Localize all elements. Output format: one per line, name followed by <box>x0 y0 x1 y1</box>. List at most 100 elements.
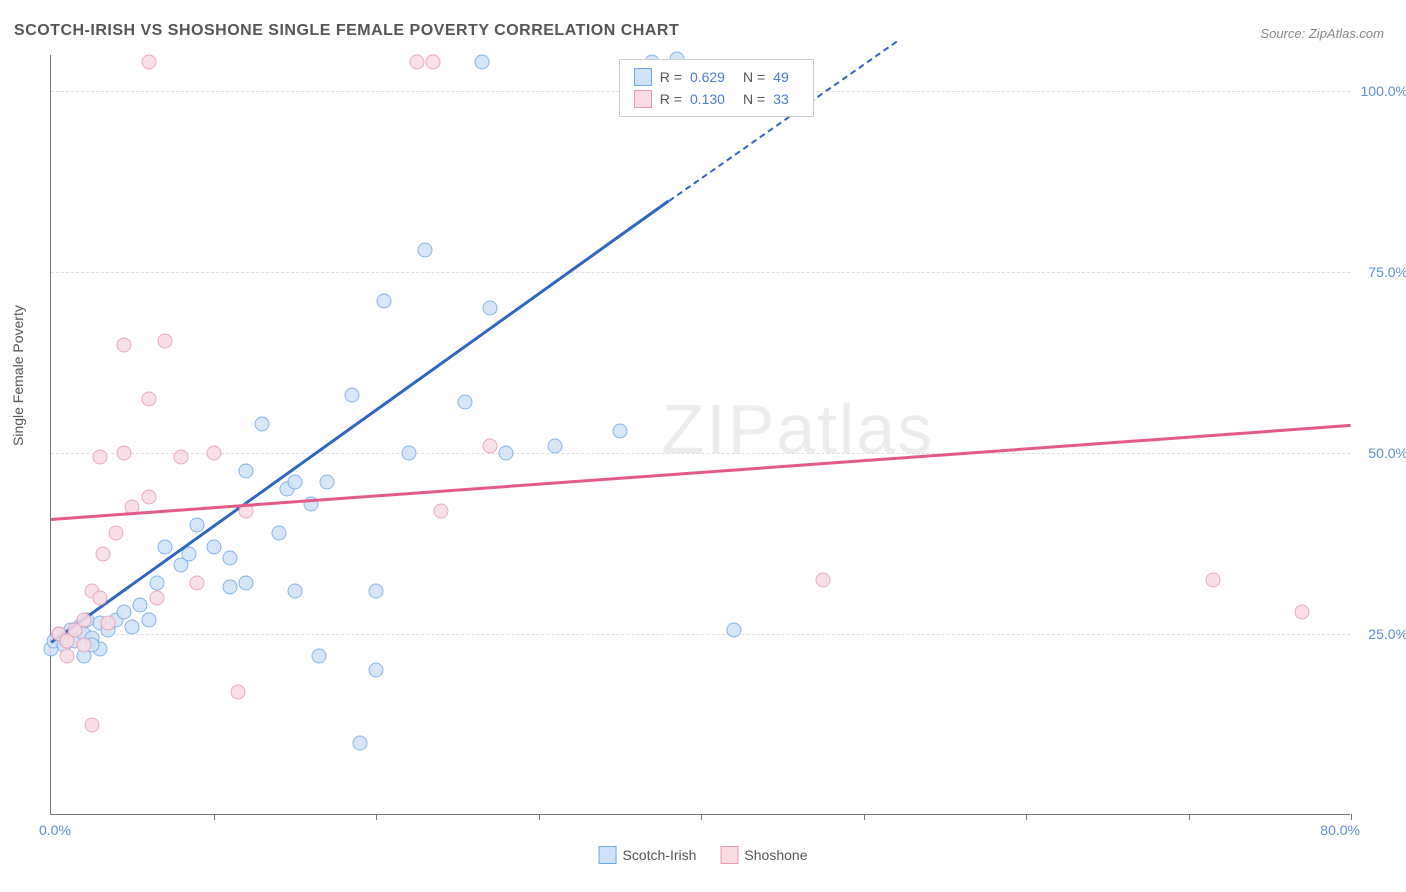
scatter-point <box>84 717 99 732</box>
scatter-point <box>434 504 449 519</box>
source-name: ZipAtlas.com <box>1309 26 1384 41</box>
xtick <box>1351 814 1352 820</box>
scatter-point <box>174 449 189 464</box>
scatter-point <box>612 424 627 439</box>
ytick-label: 25.0% <box>1368 626 1406 642</box>
scatter-point <box>320 475 335 490</box>
xtick <box>701 814 702 820</box>
swatch-scotch-irish <box>599 846 617 864</box>
scatter-point <box>190 576 205 591</box>
xtick <box>539 814 540 820</box>
scatter-point <box>369 583 384 598</box>
ytick-label: 75.0% <box>1368 264 1406 280</box>
scatter-point <box>76 612 91 627</box>
scatter-point <box>109 525 124 540</box>
legend-item-shoshone: Shoshone <box>720 846 807 864</box>
legend-r-value: 0.130 <box>690 91 725 107</box>
legend-row: R = 0.130 N = 33 <box>634 88 799 110</box>
gridline <box>51 453 1350 454</box>
chart-title: SCOTCH-IRISH VS SHOSHONE SINGLE FEMALE P… <box>14 22 679 40</box>
scatter-point <box>482 438 497 453</box>
scatter-point <box>230 684 245 699</box>
trend-line <box>50 200 669 644</box>
xtick-label-right: 80.0% <box>1320 822 1360 838</box>
scatter-point <box>1205 572 1220 587</box>
scatter-point <box>133 598 148 613</box>
scatter-point <box>409 55 424 70</box>
watermark-zip: ZIP <box>662 390 777 468</box>
xtick <box>1026 814 1027 820</box>
scatter-point <box>401 446 416 461</box>
scatter-point <box>474 55 489 70</box>
swatch-shoshone <box>720 846 738 864</box>
chart-container: SCOTCH-IRISH VS SHOSHONE SINGLE FEMALE P… <box>0 0 1406 892</box>
scatter-point <box>271 525 286 540</box>
legend-r-label: R = <box>660 91 682 107</box>
scatter-point <box>92 449 107 464</box>
scatter-point <box>141 55 156 70</box>
scatter-point <box>482 301 497 316</box>
xtick <box>376 814 377 820</box>
legend-r-label: R = <box>660 69 682 85</box>
scatter-point <box>344 388 359 403</box>
scatter-point <box>815 572 830 587</box>
scatter-point <box>369 663 384 678</box>
legend-n-value: 33 <box>773 91 789 107</box>
scatter-point <box>117 446 132 461</box>
scatter-point <box>222 580 237 595</box>
scatter-point <box>141 612 156 627</box>
scatter-point <box>141 391 156 406</box>
scatter-point <box>352 735 367 750</box>
scatter-point <box>92 590 107 605</box>
legend-item-scotch-irish: Scotch-Irish <box>599 846 697 864</box>
scatter-point <box>182 547 197 562</box>
gridline <box>51 272 1350 273</box>
legend-stats: R = 0.629 N = 49 R = 0.130 N = 33 <box>619 59 814 117</box>
scatter-point <box>377 294 392 309</box>
ytick-label: 100.0% <box>1361 83 1406 99</box>
bottom-legend: Scotch-Irish Shoshone <box>599 846 808 864</box>
scatter-point <box>312 648 327 663</box>
scatter-point <box>117 337 132 352</box>
scatter-point <box>60 648 75 663</box>
scatter-point <box>206 446 221 461</box>
scatter-point <box>255 417 270 432</box>
xtick <box>1189 814 1190 820</box>
legend-n-label: N = <box>743 91 765 107</box>
legend-r-value: 0.629 <box>690 69 725 85</box>
legend-n-label: N = <box>743 69 765 85</box>
ytick-label: 50.0% <box>1368 445 1406 461</box>
plot-area: ZIPatlas 25.0%50.0%75.0%100.0%0.0%80.0% <box>50 55 1350 815</box>
scatter-point <box>287 583 302 598</box>
xtick <box>214 814 215 820</box>
scatter-point <box>425 55 440 70</box>
legend-swatch <box>634 68 652 86</box>
xtick <box>864 814 865 820</box>
scatter-point <box>726 623 741 638</box>
scatter-point <box>96 547 111 562</box>
legend-row: R = 0.629 N = 49 <box>634 66 799 88</box>
scatter-point <box>287 475 302 490</box>
scatter-point <box>157 333 172 348</box>
scatter-point <box>1295 605 1310 620</box>
scatter-point <box>239 576 254 591</box>
source-label: Source: <box>1260 26 1305 41</box>
scatter-point <box>206 540 221 555</box>
scatter-point <box>417 243 432 258</box>
legend-n-value: 49 <box>773 69 789 85</box>
scatter-point <box>149 576 164 591</box>
scatter-point <box>117 605 132 620</box>
scatter-point <box>125 619 140 634</box>
scatter-point <box>499 446 514 461</box>
gridline <box>51 634 1350 635</box>
scatter-point <box>76 637 91 652</box>
legend-swatch <box>634 90 652 108</box>
legend-label-shoshone: Shoshone <box>744 847 807 863</box>
scatter-point <box>157 540 172 555</box>
scatter-point <box>141 489 156 504</box>
xtick-label-left: 0.0% <box>39 822 71 838</box>
legend-label-scotch-irish: Scotch-Irish <box>623 847 697 863</box>
source-attribution: Source: ZipAtlas.com <box>1260 26 1384 41</box>
scatter-point <box>100 616 115 631</box>
y-axis-label: Single Female Poverty <box>10 305 26 446</box>
